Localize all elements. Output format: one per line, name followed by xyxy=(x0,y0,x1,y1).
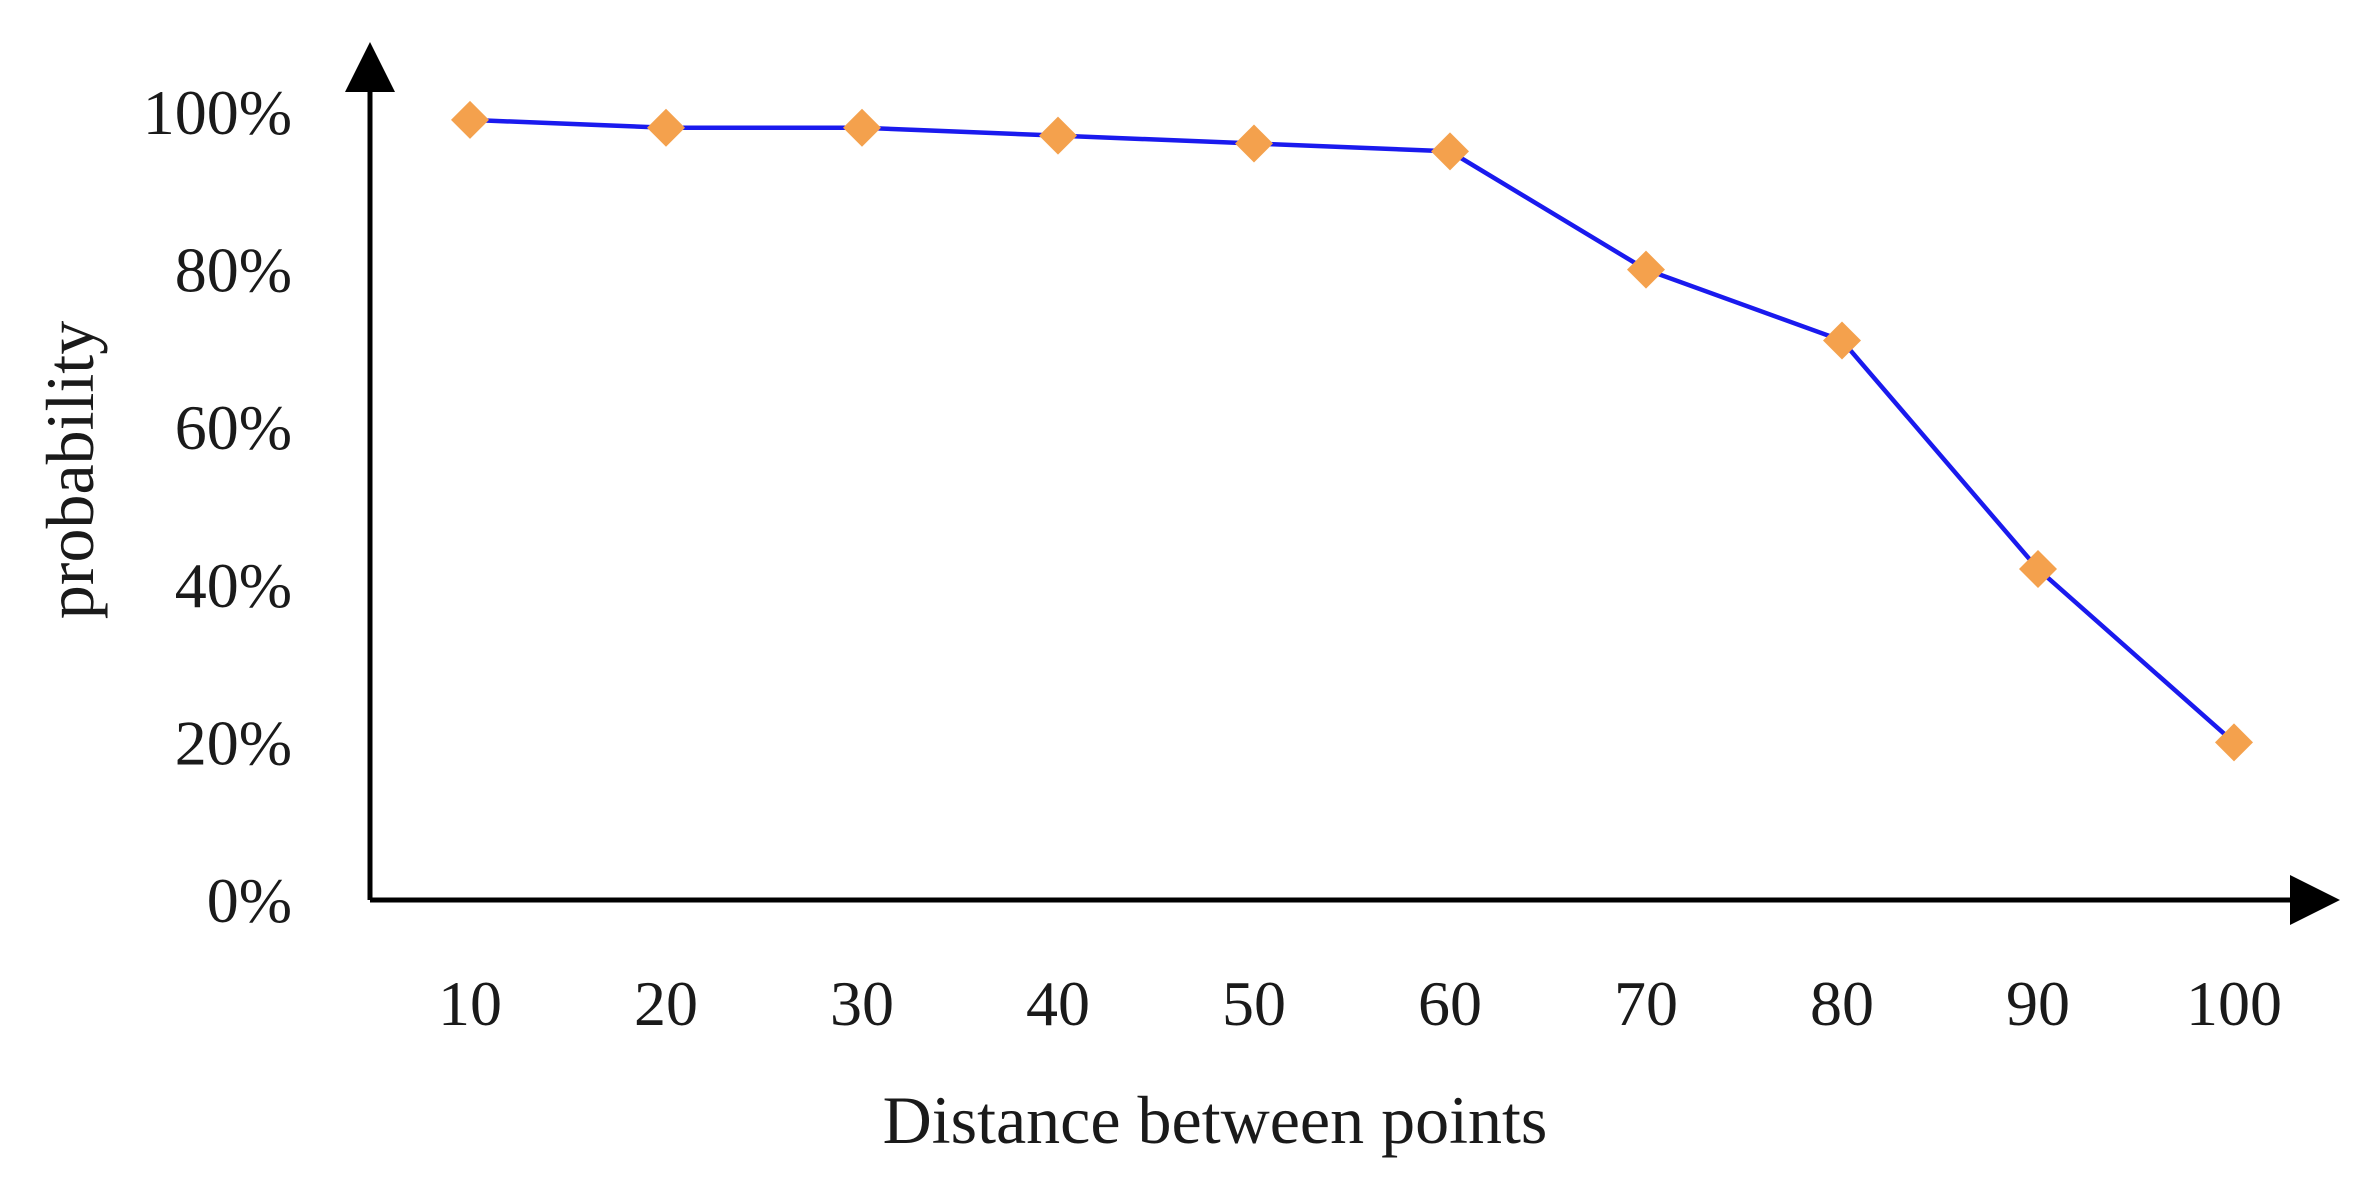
series-line xyxy=(469,117,2236,745)
data-point-marker xyxy=(1431,132,1469,171)
y-tick-label: 100% xyxy=(143,77,292,148)
data-point-marker xyxy=(2019,550,2057,589)
x-tick-label: 40 xyxy=(1026,968,1090,1039)
data-point-marker xyxy=(451,100,489,139)
x-tick-labels: 10 20 30 40 50 60 70 80 90 100 xyxy=(438,968,2282,1039)
x-tick-label: 90 xyxy=(2006,968,2070,1039)
x-tick-label: 10 xyxy=(438,968,502,1039)
y-tick-labels: 0% 20% 40% 60% 80% 100% xyxy=(143,77,292,936)
x-axis-title: Distance between points xyxy=(883,1082,1548,1158)
data-point-marker xyxy=(1235,124,1273,163)
y-tick-label: 80% xyxy=(175,235,292,306)
x-tick-label: 100 xyxy=(2186,968,2282,1039)
data-point-marker xyxy=(1039,116,1077,155)
x-tick-label: 20 xyxy=(634,968,698,1039)
x-tick-label: 60 xyxy=(1418,968,1482,1039)
data-point-marker xyxy=(1823,321,1861,360)
y-tick-label: 60% xyxy=(175,392,292,463)
data-point-marker xyxy=(1627,250,1665,289)
y-tick-label: 20% xyxy=(175,707,292,778)
data-point-marker xyxy=(843,108,881,147)
data-point-marker xyxy=(2215,723,2253,762)
y-tick-label: 0% xyxy=(207,865,292,936)
data-markers xyxy=(451,100,2253,762)
data-point-marker xyxy=(647,108,685,147)
x-tick-label: 80 xyxy=(1810,968,1874,1039)
x-tick-label: 70 xyxy=(1614,968,1678,1039)
y-axis-title: probability xyxy=(32,321,108,619)
x-tick-label: 50 xyxy=(1222,968,1286,1039)
y-tick-label: 40% xyxy=(175,550,292,621)
x-tick-label: 30 xyxy=(830,968,894,1039)
